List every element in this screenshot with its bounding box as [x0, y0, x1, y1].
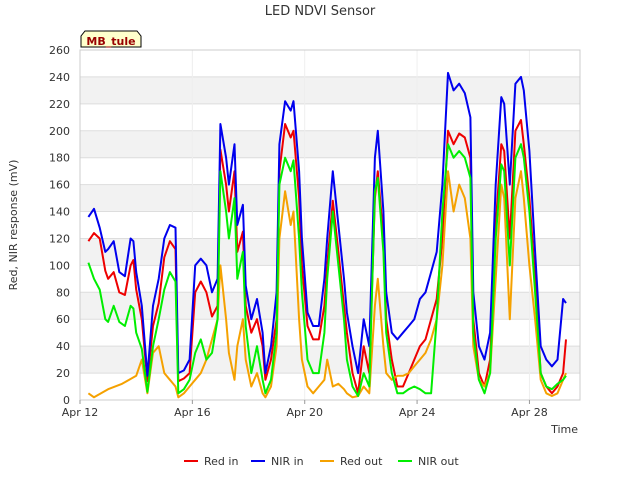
- y-tick-label: 100: [49, 259, 70, 272]
- legend-label: NIR out: [418, 455, 459, 468]
- x-tick-label: Apr 16: [174, 406, 211, 419]
- x-tick-label: Apr 24: [399, 406, 436, 419]
- y-tick-label: 200: [49, 125, 70, 138]
- x-tick-label: Apr 12: [62, 406, 99, 419]
- y-tick-label: 40: [56, 340, 70, 353]
- series-line-nir-out: [87, 143, 567, 397]
- y-tick-label: 120: [49, 232, 70, 245]
- y-tick-label: 180: [49, 152, 70, 165]
- x-axis-label: Time: [550, 423, 578, 436]
- chart-title: LED NDVI Sensor: [265, 4, 376, 19]
- y-tick-label: 140: [49, 206, 70, 219]
- legend-label: Red out: [340, 455, 383, 468]
- legend: Red in NIR in Red out NIR out: [184, 455, 459, 468]
- y-tick-label: 220: [49, 98, 70, 111]
- series-line-nir-in: [87, 71, 567, 377]
- legend-label: NIR in: [271, 455, 304, 468]
- y-tick-label: 0: [63, 394, 70, 407]
- y-tick-label: 240: [49, 71, 70, 84]
- y-tick-label: 80: [56, 286, 70, 299]
- y-axis: 0 20 40 60 80 100 120 140 160 180 200 220 240 260: [49, 44, 70, 407]
- y-tick-label: 160: [49, 179, 70, 192]
- site-label: MB_tule: [86, 35, 135, 48]
- legend-label: Red in: [204, 455, 238, 468]
- y-tick-label: 260: [49, 44, 70, 57]
- y-tick-label: 20: [56, 367, 70, 380]
- x-tick-label: Apr 20: [286, 406, 323, 419]
- plot-border: [79, 49, 581, 401]
- series-layer: [87, 71, 567, 399]
- x-axis: Apr 12 Apr 16 Apr 20 Apr 24 Apr 28: [62, 400, 548, 419]
- grid-band: [80, 76, 580, 104]
- grid-band: [80, 130, 580, 158]
- y-axis-label: Red, NIR response (mV): [7, 160, 20, 291]
- x-tick-label: Apr 28: [511, 406, 548, 419]
- site-label-badge: MB_tule: [80, 30, 142, 48]
- y-tick-label: 60: [56, 313, 70, 326]
